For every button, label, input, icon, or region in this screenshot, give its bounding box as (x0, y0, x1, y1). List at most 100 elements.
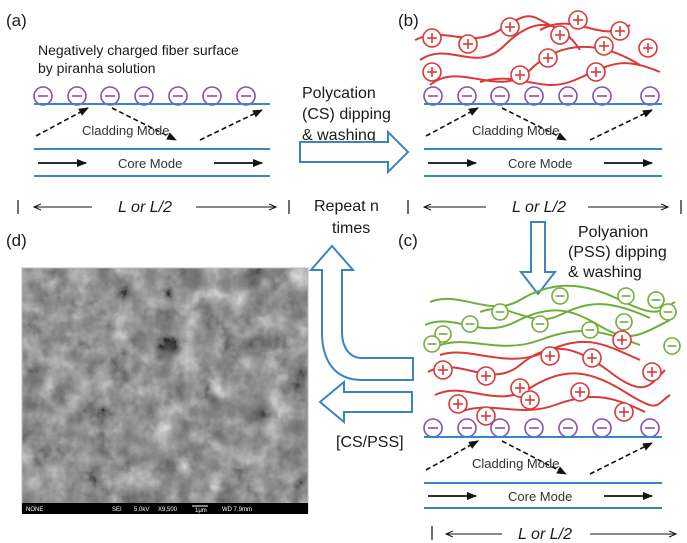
negative-charge-icon (434, 325, 452, 343)
positive-charge-icon (570, 382, 590, 402)
panel-c-positive-charges (433, 330, 662, 426)
negative-charge-icon (423, 418, 443, 438)
panel-b-cladding-arrow-1 (425, 107, 479, 137)
positive-charge-icon (458, 34, 478, 54)
panel-c-polyanion-chains (424, 284, 676, 347)
negative-charge-icon (617, 287, 635, 305)
panel-b-step-line1: Polycation (302, 85, 376, 102)
negative-charge-icon (558, 86, 578, 106)
panel-b-step-line3: & washing (302, 127, 376, 144)
sem-info-bar (22, 503, 308, 514)
panel-a: (a) Negatively charged fiber surface by … (6, 11, 290, 216)
positive-charge-icon (520, 390, 540, 410)
positive-charge-icon (582, 348, 602, 368)
positive-charge-icon (642, 362, 662, 382)
positive-charge-icon (476, 406, 496, 426)
negative-charge-icon (461, 315, 479, 333)
panel-c-step-line3: & washing (568, 264, 642, 281)
negative-charge-icon (592, 86, 612, 106)
positive-charge-icon (568, 10, 588, 30)
positive-charge-icon (538, 48, 558, 68)
panel-a-length-label: L or L/2 (118, 199, 172, 216)
negative-charge-icon (558, 418, 578, 438)
positive-charge-icon (500, 17, 520, 37)
negative-charge-icon (134, 86, 154, 106)
negative-charge-icon (663, 337, 681, 355)
sem-scale-label: 1μm (195, 508, 207, 514)
repeat-label-line1: Repeat n (314, 198, 379, 215)
negative-charge-icon (640, 86, 660, 106)
negative-charge-icon (640, 418, 660, 438)
panel-b-length-label: L or L/2 (512, 199, 566, 216)
sem-kv: 5.0kV (134, 507, 149, 513)
bilayer-label: [CS/PSS] (336, 434, 404, 451)
panel-b-positive-charges (422, 10, 658, 85)
negative-charge-icon (490, 86, 510, 106)
positive-charge-icon (550, 25, 570, 45)
negative-charge-icon (457, 418, 477, 438)
panel-b-step-line2: (CS) dipping (302, 106, 391, 123)
positive-charge-icon (612, 330, 632, 350)
panel-a-label: (a) (6, 11, 27, 30)
panel-a-cladding-arrow-3 (199, 109, 263, 141)
panel-b-label: (b) (398, 11, 419, 30)
negative-charge-icon (659, 303, 677, 321)
repeat-label-line2: times (332, 220, 370, 237)
positive-charge-icon (540, 346, 560, 366)
panel-c-negative-surface-charges (423, 418, 660, 438)
panel-a-cladding-arrow-1 (35, 107, 89, 137)
negative-charge-icon (423, 86, 443, 106)
sem-detector: SEI (112, 507, 122, 513)
panel-c-step-line2: (PSS) dipping (568, 244, 667, 261)
panel-a-cladding-mode: Cladding Mode (82, 123, 169, 138)
positive-charge-icon (638, 38, 658, 58)
negative-charge-icon (202, 86, 222, 106)
negative-charge-icon (615, 313, 633, 331)
panel-b-core-mode: Core Mode (508, 156, 572, 171)
panel-c-cladding-mode: Cladding Mode (472, 456, 559, 471)
positive-charge-icon (476, 366, 496, 386)
panel-a-negative-charges (33, 86, 256, 106)
panel-c: (c) Polyanion (PSS) dipping & washing Cl… (398, 224, 681, 543)
panel-a-cladding-arrow-2 (111, 107, 177, 141)
panel-c-negative-polyion-charges (423, 287, 681, 355)
positive-charge-icon (610, 21, 630, 41)
panel-d-label: (d) (6, 231, 27, 250)
positive-charge-icon (614, 402, 634, 422)
negative-charge-icon (457, 86, 477, 106)
negative-charge-icon (33, 86, 53, 106)
panel-b-cladding-arrow-3 (589, 109, 653, 141)
positive-charge-icon (594, 36, 614, 56)
negative-charge-icon (67, 86, 87, 106)
panel-a-core-mode: Core Mode (118, 156, 182, 171)
positive-charge-icon (448, 394, 468, 414)
negative-charge-icon (647, 291, 665, 309)
negative-charge-icon (524, 418, 544, 438)
sem-magnification: X9,500 (158, 507, 178, 513)
negative-charge-icon (100, 86, 120, 106)
negative-charge-icon (168, 86, 188, 106)
panel-d: (d) NONE SEI 5.0kV X9,500 1μm WD 7.9mm (6, 231, 309, 514)
panel-a-caption-line1: Negatively charged fiber surface (38, 42, 239, 58)
negative-charge-icon (423, 335, 441, 353)
panel-c-core-mode: Core Mode (508, 489, 572, 504)
repeat-arrow (308, 244, 414, 381)
panel-c-step-line1: Polyanion (578, 224, 648, 241)
positive-charge-icon (422, 28, 442, 48)
arrow-a-to-b (299, 129, 410, 175)
negative-charge-icon (531, 315, 549, 333)
panel-c-cladding-arrow-1 (425, 440, 479, 471)
negative-charge-icon (581, 321, 599, 339)
negative-charge-icon (592, 418, 612, 438)
positive-charge-icon (510, 65, 530, 85)
negative-charge-icon (236, 86, 256, 106)
negative-charge-icon (490, 418, 510, 438)
sem-none: NONE (26, 507, 43, 513)
panel-b-cladding-mode: Cladding Mode (472, 123, 559, 138)
panel-c-length-label: L or L/2 (518, 526, 572, 543)
negative-charge-icon (491, 303, 509, 321)
panel-c-cladding-arrow-2 (501, 440, 567, 475)
panel-c-label: (c) (398, 231, 418, 250)
negative-charge-icon (524, 86, 544, 106)
